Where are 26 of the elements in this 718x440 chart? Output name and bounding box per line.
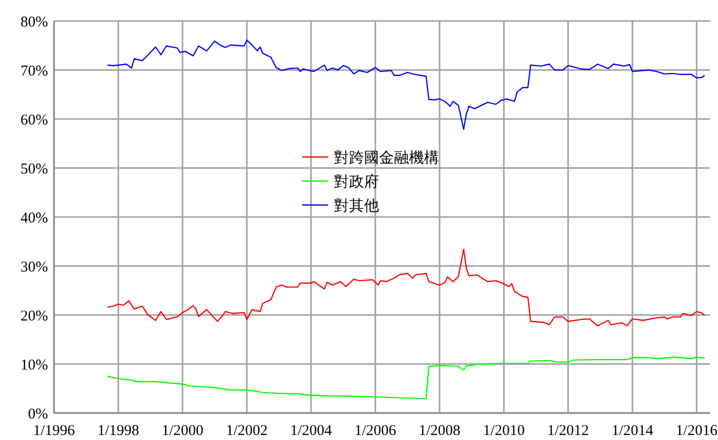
y-tick-label: 40% <box>20 210 48 226</box>
y-tick-label: 0% <box>28 406 48 422</box>
legend-label: 對政府 <box>334 173 379 190</box>
x-tick-label: 1/2012 <box>547 423 589 439</box>
y-tick-label: 80% <box>20 14 48 30</box>
y-tick-label: 20% <box>20 308 48 324</box>
legend-label: 對跨國金融機構 <box>334 149 439 166</box>
x-tick-label: 1/2008 <box>418 423 460 439</box>
x-tick-label: 1/2004 <box>290 423 332 439</box>
line-series <box>106 356 706 400</box>
x-tick-label: 1/1996 <box>33 423 76 439</box>
y-tick-label: 10% <box>20 357 48 374</box>
line-series <box>106 248 706 326</box>
x-tick-label: 1/2010 <box>483 423 525 439</box>
x-tick-label: 1/2016 <box>676 423 718 439</box>
legend-label: 對其他 <box>334 197 379 214</box>
x-tick-label: 1/2006 <box>354 423 397 439</box>
line-series <box>106 40 706 130</box>
y-tick-label: 30% <box>20 259 48 276</box>
x-tick-label: 1/2014 <box>612 423 654 439</box>
y-tick-label: 60% <box>20 112 48 128</box>
x-tick-label: 1/1998 <box>97 423 140 439</box>
x-tick-label: 1/2002 <box>226 423 268 439</box>
x-tick-label: 1/2000 <box>162 423 204 439</box>
y-tick-label: 70% <box>20 63 48 80</box>
y-tick-label: 50% <box>20 161 48 178</box>
